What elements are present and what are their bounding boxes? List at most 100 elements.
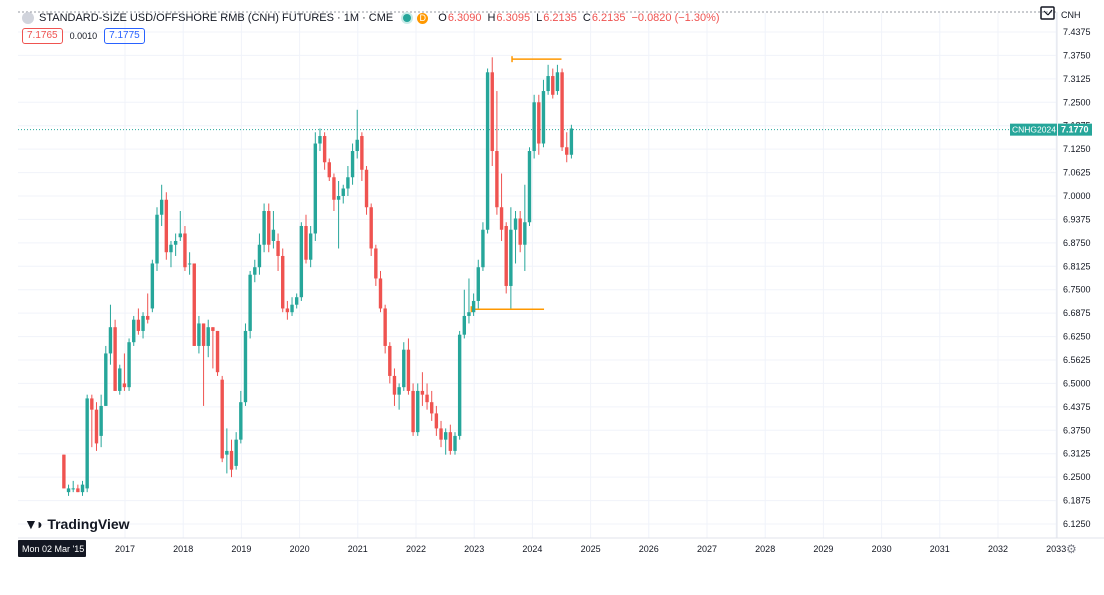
candle-body [504,225,508,286]
candle-body [183,233,187,268]
low-value: 6.2135 [543,12,577,24]
y-tick-label: 6.1250 [1063,519,1091,529]
candle-body [215,330,220,373]
candle-body [220,379,224,459]
candle-body [336,196,341,200]
buy-price-button[interactable]: 7.1775 [104,28,145,44]
symbol-title[interactable]: STANDARD-SIZE USD/OFFSHORE RMB (CNH) FUT… [39,12,394,24]
x-tick-label: 2017 [115,544,135,554]
candle-body [490,72,494,152]
candle-body [523,222,527,245]
x-tick-label: 2027 [697,544,717,554]
delayed-data-badge[interactable]: D [417,12,429,24]
candle-body [565,147,569,155]
candle-body [448,432,453,451]
candle-body [150,263,155,309]
candle-body [85,398,89,489]
x-tick-label: 2025 [581,544,601,554]
candle-body [406,349,411,391]
candles [62,57,574,496]
x-tick-label: 2018 [173,544,193,554]
candle-body [457,334,462,436]
candle-body [374,248,378,279]
candle-body [257,244,262,268]
x-tick-label: 2020 [290,544,310,554]
candle-body [201,323,206,346]
candle-body [322,136,327,163]
y-tick-label: 7.3750 [1063,50,1091,60]
x-tick-label: 2029 [813,544,833,554]
candle-body [173,240,178,245]
x-tick-label: 2031 [930,544,950,554]
candle-body [425,394,429,403]
candle-body [341,188,345,196]
quote-row: 7.1765 0.0010 7.1775 [22,28,145,44]
candle-body [141,315,145,331]
candle-body [253,267,257,275]
candle-body [234,439,238,466]
y-tick-label: 7.0000 [1063,191,1091,201]
candle-body [229,450,234,470]
scale-mode-icon [1040,6,1055,20]
candle-body [527,151,532,223]
candle-body [416,390,420,433]
candle-body [388,345,392,376]
exchange-logo-icon [22,12,34,24]
y-tick-label: 7.3125 [1063,74,1091,84]
close-value: 6.2135 [591,12,626,24]
x-tick-label: Mon 02 Mar '15 [22,544,84,554]
candle-body [178,233,182,238]
candle-body [108,327,113,354]
tradingview-watermark[interactable]: ▼◗ TradingView [24,516,130,532]
y-tick-label: 7.4375 [1063,27,1091,37]
settings-gear-icon[interactable]: ⚙ [1066,542,1077,556]
scale-mode-icon-line [1043,10,1049,16]
candle-body [164,199,169,253]
candle-body [476,267,480,301]
candle-body [481,229,485,268]
candle-body [439,428,443,440]
market-status-icon[interactable] [403,14,412,22]
candle-body [402,349,406,388]
high-label: H [487,12,496,24]
y-tick-label: 6.6250 [1063,332,1091,342]
candle-body [532,102,536,152]
open-value: 6.3090 [447,12,482,24]
change-value: −0.0820 (−1.30%) [631,12,720,24]
candle-body [225,450,229,455]
symbol-header: STANDARD-SIZE USD/OFFSHORE RMB (CNH) FUT… [22,10,726,26]
candle-body [276,240,280,256]
candle-body [308,233,313,260]
candle-body [313,143,318,234]
candle-body [118,368,122,391]
candle-body [392,375,397,395]
candle-body [383,308,387,346]
candle-body [453,435,457,451]
watermark-text: TradingView [47,516,130,532]
x-tick-label: 2022 [406,544,426,554]
last-price-value-bg [1058,123,1092,136]
y-tick-label: 6.4375 [1063,402,1091,412]
candle-body [294,297,299,305]
currency-label[interactable]: CNH [1061,10,1081,20]
sell-price-button[interactable]: 7.1765 [22,28,63,44]
candle-body [327,162,331,178]
candle-body [318,136,322,144]
tradingview-logo-icon: ▼◗ [24,516,44,532]
last-price-label: CNHG2024 [1012,125,1056,135]
low-label: L [536,12,543,24]
candle-body [94,409,99,444]
candle-body [113,327,117,391]
candle-body [239,402,243,440]
candle-body [495,151,499,208]
candle-body [555,72,560,92]
candle-body [104,353,108,406]
candle-body [541,91,546,144]
y-tick-label: 6.5625 [1063,355,1091,365]
candle-body [285,308,290,313]
candle-body [127,342,131,388]
grid [18,11,1057,538]
candle-body [332,177,336,200]
